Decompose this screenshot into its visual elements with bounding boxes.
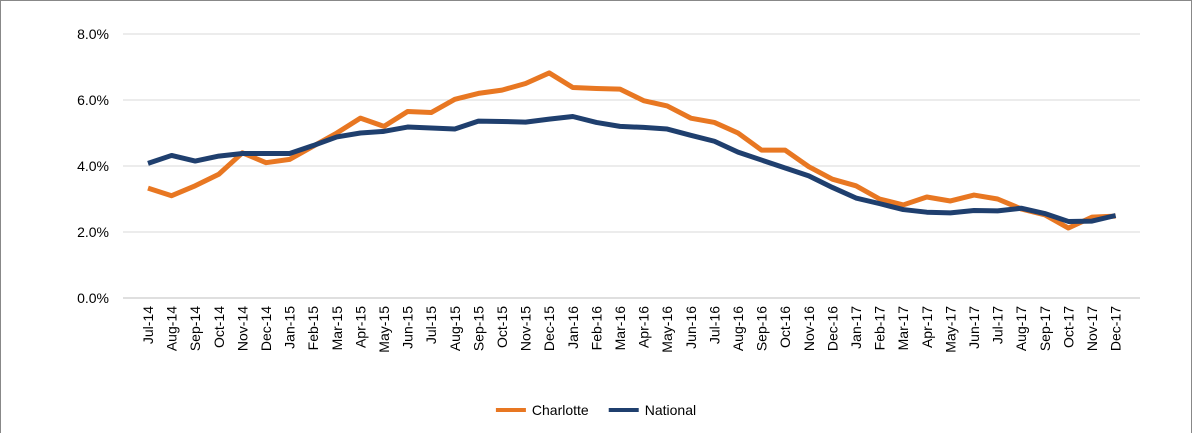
x-tick-label: May-15 bbox=[376, 306, 392, 353]
x-tick-label: Mar-16 bbox=[612, 306, 628, 351]
x-tick-label: Apr-15 bbox=[352, 306, 368, 348]
x-tick-label: Sep-16 bbox=[754, 306, 770, 351]
legend-label: Charlotte bbox=[532, 402, 589, 418]
x-tick-label: Jul-15 bbox=[423, 306, 439, 344]
x-tick-label: Oct-16 bbox=[777, 306, 793, 348]
x-tick-label: Feb-15 bbox=[305, 306, 321, 351]
x-tick-label: Dec-15 bbox=[541, 306, 557, 351]
y-tick-label: 2.0% bbox=[77, 224, 109, 240]
x-tick-label: Nov-15 bbox=[518, 306, 534, 351]
y-tick-label: 6.0% bbox=[77, 92, 109, 108]
x-tick-label: Jun-16 bbox=[683, 306, 699, 349]
x-tick-label: Mar-17 bbox=[895, 306, 911, 351]
y-tick-label: 8.0% bbox=[77, 26, 109, 42]
x-tick-label: Jan-16 bbox=[565, 306, 581, 349]
x-tick-label: May-16 bbox=[659, 306, 675, 353]
x-tick-label: Aug-15 bbox=[447, 306, 463, 351]
x-tick-label: Aug-16 bbox=[730, 306, 746, 351]
x-tick-label: Feb-17 bbox=[872, 306, 888, 351]
x-tick-label: Jan-15 bbox=[282, 306, 298, 349]
x-tick-label: Oct-17 bbox=[1060, 306, 1076, 348]
x-tick-label: Nov-16 bbox=[801, 306, 817, 351]
series-line bbox=[147, 114, 1117, 224]
x-tick-label: Jul-16 bbox=[706, 306, 722, 344]
x-tick-label: Jul-17 bbox=[990, 306, 1006, 344]
x-tick-label: Sep-15 bbox=[470, 306, 486, 351]
x-tick-label: Dec-17 bbox=[1108, 306, 1124, 351]
x-tick-label: Oct-15 bbox=[494, 306, 510, 348]
x-tick-label: Oct-14 bbox=[211, 306, 227, 348]
x-tick-label: Jul-14 bbox=[140, 306, 156, 344]
x-tick-label: Aug-14 bbox=[164, 306, 180, 351]
x-tick-label: Nov-14 bbox=[234, 306, 250, 351]
x-tick-label: Jun-15 bbox=[400, 306, 416, 349]
x-tick-label: Feb-16 bbox=[588, 306, 604, 351]
y-tick-label: 4.0% bbox=[77, 158, 109, 174]
x-tick-label: Sep-14 bbox=[187, 306, 203, 351]
x-tick-label: Mar-15 bbox=[329, 306, 345, 351]
x-tick-label: Dec-16 bbox=[824, 306, 840, 351]
x-tick-label: Jan-17 bbox=[848, 306, 864, 349]
x-tick-label: Dec-14 bbox=[258, 306, 274, 351]
x-tick-label: Apr-17 bbox=[919, 306, 935, 348]
x-tick-label: Sep-17 bbox=[1037, 306, 1053, 351]
x-tick-label: Aug-17 bbox=[1013, 306, 1029, 351]
y-tick-label: 0.0% bbox=[77, 290, 109, 306]
x-tick-label: Apr-16 bbox=[636, 306, 652, 348]
legend-label: National bbox=[645, 402, 696, 418]
x-tick-label: May-17 bbox=[942, 306, 958, 353]
x-tick-label: Jun-17 bbox=[966, 306, 982, 349]
x-tick-label: Nov-17 bbox=[1084, 306, 1100, 351]
